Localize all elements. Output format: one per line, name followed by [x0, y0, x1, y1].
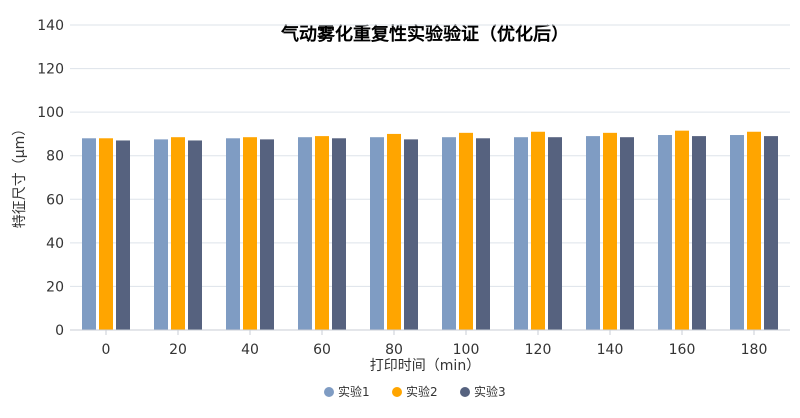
y-tick-label: 60	[46, 192, 64, 208]
bar	[603, 132, 617, 330]
legend-marker	[460, 387, 470, 397]
y-tick-label: 100	[37, 105, 64, 121]
bar	[658, 135, 672, 330]
x-tick-label: 140	[597, 342, 624, 358]
x-tick-label: 0	[102, 342, 111, 358]
legend-marker	[392, 387, 402, 397]
y-tick-label: 80	[46, 149, 64, 165]
bar	[531, 131, 545, 330]
legend-label: 实验3	[474, 384, 506, 399]
bars	[82, 130, 778, 330]
x-tick-label: 160	[669, 342, 696, 358]
bar	[370, 137, 384, 330]
bar	[387, 133, 401, 330]
bar	[620, 137, 634, 330]
x-tick-label: 60	[313, 342, 331, 358]
y-tick-label: 120	[37, 62, 64, 78]
bar	[442, 137, 456, 330]
x-tick-label: 80	[385, 342, 403, 358]
bar	[315, 136, 329, 330]
bar	[404, 139, 418, 330]
bar	[586, 136, 600, 330]
bar	[116, 140, 130, 330]
bar	[764, 136, 778, 330]
legend-label: 实验1	[338, 384, 370, 399]
x-tick-label: 40	[241, 342, 259, 358]
x-tick-label: 120	[525, 342, 552, 358]
x-tick-label: 100	[453, 342, 480, 358]
bar	[243, 137, 257, 330]
y-tick-label: 20	[46, 279, 64, 295]
legend: 实验1 实验2 实验3	[324, 384, 506, 399]
y-tick-label: 140	[37, 18, 64, 34]
bar	[171, 137, 185, 330]
bar	[82, 138, 96, 330]
bar	[298, 137, 312, 330]
bar	[692, 136, 706, 330]
bar	[730, 135, 744, 330]
bar	[476, 138, 490, 330]
y-axis-label: 特征尺寸（μm）	[12, 122, 28, 229]
x-tick-label: 180	[741, 342, 768, 358]
bar	[226, 138, 240, 330]
bar	[675, 130, 689, 330]
bar	[332, 138, 346, 330]
bar	[459, 132, 473, 330]
x-axis-label: 打印时间（min）	[370, 357, 480, 374]
x-tick-label: 20	[169, 342, 187, 358]
bar	[747, 131, 761, 330]
axes: 0 20 40 60 80 100 120 140 0 20 40 60 80 100 120 140 160 1…	[37, 18, 790, 358]
bar	[188, 140, 202, 330]
bar	[548, 137, 562, 330]
bar	[99, 138, 113, 330]
y-tick-label: 0	[55, 323, 64, 339]
bar	[514, 137, 528, 330]
legend-label: 实验2	[406, 384, 438, 399]
y-tick-label: 40	[46, 236, 64, 252]
bar	[260, 139, 274, 330]
legend-marker	[324, 387, 334, 397]
chart-title: 气动雾化重复性实验验证（优化后）	[280, 23, 569, 45]
bar	[154, 139, 168, 330]
